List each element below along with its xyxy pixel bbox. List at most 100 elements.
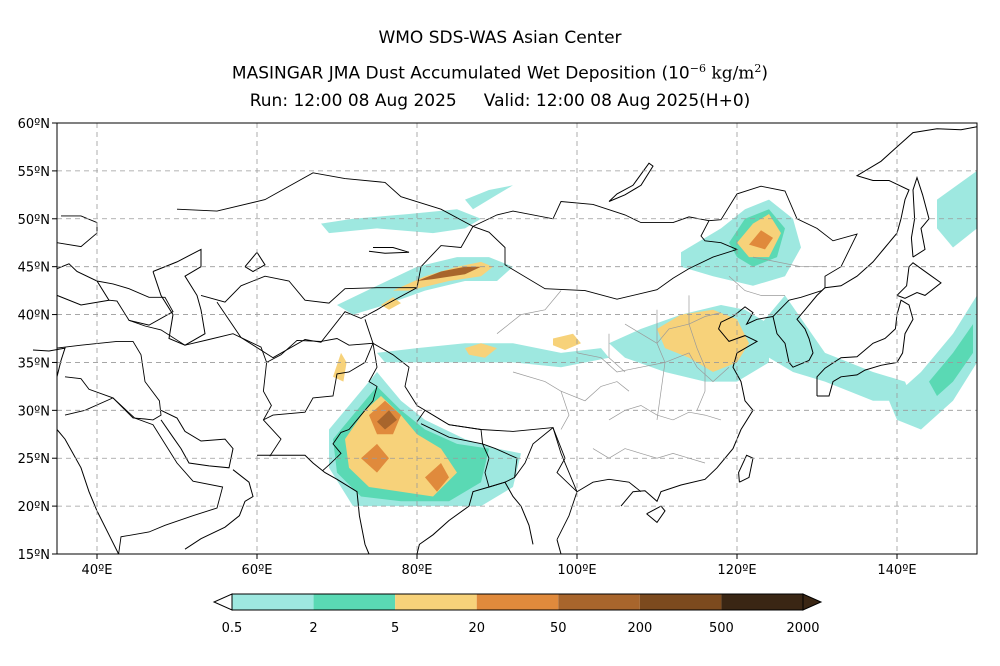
- colorbar-label: 50: [550, 621, 567, 636]
- coastline-southeast-asia-coast: [556, 539, 562, 555]
- border-kazakhstan-south: [200, 226, 474, 304]
- border-iran-borders: [128, 319, 282, 457]
- coastline-caspian: [152, 248, 206, 346]
- deposition-region-tianshan-core: [417, 266, 481, 281]
- coastline-layer: [32, 126, 978, 555]
- deposition-region-kunlun-band: [377, 343, 609, 368]
- lat-tick-label: 20ºN: [18, 500, 50, 515]
- coastline-arabian-coast: [184, 469, 254, 550]
- lat-tick-label: 50ºN: [18, 213, 50, 228]
- coastline-sakhalin: [910, 175, 930, 258]
- deposition-region-northeast-brown: [749, 230, 773, 250]
- coastline-red-sea-east: [56, 429, 120, 555]
- title-product-unit: kg/m: [705, 63, 755, 84]
- lat-tick-label: 60ºN: [18, 117, 50, 132]
- coastline-aral: [244, 251, 266, 273]
- title-times: Run: 12:00 08 Aug 2025 Valid: 12:00 08 A…: [0, 91, 1000, 111]
- province-boundary-2: [560, 381, 630, 402]
- coastline-baikal: [608, 162, 654, 202]
- border-china-mongolia: [472, 185, 858, 300]
- title-product-prefix: MASINGAR JMA Dust Accumulated Wet Deposi…: [231, 63, 690, 84]
- province-boundary-3: [592, 448, 706, 464]
- border-myanmar: [514, 426, 578, 540]
- province-boundary-11: [512, 371, 570, 430]
- colorbar-swatch: [639, 594, 722, 610]
- province-boundary-10: [496, 290, 562, 334]
- coastline-kyushu-honshu: [816, 299, 914, 397]
- coastline-korea-coast: [772, 126, 978, 368]
- deposition-region-north-china-yellow: [657, 309, 749, 372]
- province-boundary-7: [688, 295, 706, 411]
- colorbar-over-arrow: [802, 593, 823, 611]
- colorbar-swatch: [313, 594, 396, 610]
- deposition-region-central-asia-band: [321, 209, 481, 234]
- province-boundary-8: [728, 275, 785, 296]
- colorbar-under-arrow: [212, 593, 233, 611]
- deposition-region-kyrgyz-spot: [381, 297, 401, 310]
- colorbar-label: 5: [391, 621, 399, 636]
- border-pakistan-india: [322, 343, 378, 472]
- title-center: WMO SDS-WAS Asian Center: [378, 28, 622, 48]
- coastline-asia-south-coast: [257, 454, 370, 555]
- lon-tick-label: 60ºE: [242, 563, 273, 578]
- coastline-persian-gulf: [160, 409, 234, 469]
- border-china-korea: [772, 290, 822, 317]
- deposition-region-altai: [465, 185, 513, 210]
- border-mongolia-russia: [472, 201, 710, 227]
- border-central-asia-inner: [216, 287, 418, 359]
- border-turkey-iraq: [56, 340, 162, 421]
- colorbar-swatch: [721, 594, 803, 610]
- lon-tick-label: 140ºE: [877, 563, 916, 578]
- deposition-region-kunlun-yellow: [465, 343, 497, 358]
- colorbar-label: 500: [709, 621, 734, 636]
- colorbar-swatch: [232, 594, 314, 610]
- lon-tick-label: 80ºE: [402, 563, 433, 578]
- title-product-unit-exponent: 2: [754, 62, 762, 75]
- lat-tick-label: 45ºN: [18, 261, 50, 276]
- run-time: Run: 12:00 08 Aug 2025: [249, 91, 457, 111]
- colorbar-label: 20: [468, 621, 485, 636]
- lat-tick-label: 30ºN: [18, 404, 50, 419]
- colorbar-label: 0.5: [222, 621, 243, 636]
- deposition-region-korea-japan-band: [753, 295, 913, 401]
- map-frame: [56, 122, 978, 555]
- border-kazakhstan-russia: [176, 172, 474, 227]
- title-product-exponent: −6: [689, 62, 706, 75]
- lon-tick-label: 40ºE: [82, 563, 113, 578]
- lat-tick-label: 35ºN: [18, 356, 50, 371]
- coastline-taiwan: [738, 454, 754, 483]
- province-boundary-1: [608, 405, 722, 421]
- deposition-region-india-dark: [377, 410, 397, 430]
- border-nepal: [416, 409, 484, 445]
- province-boundary-6: [656, 309, 666, 420]
- lat-tick-label: 15ºN: [18, 548, 50, 563]
- border-russia-ukraine: [56, 215, 98, 248]
- colorbar-label: 200: [627, 621, 652, 636]
- border-saudi-borders: [64, 397, 224, 555]
- lon-tick-label: 100ºE: [557, 563, 596, 578]
- colorbar: 0.5 2 5 20 50 200 500 2000: [212, 593, 823, 636]
- title-product-close: ): [761, 63, 769, 84]
- deposition-region-qinghai: [553, 333, 581, 350]
- border-bangladesh: [482, 443, 518, 488]
- colorbar-swatch: [395, 594, 477, 610]
- lat-tick-label: 40ºN: [18, 309, 50, 324]
- deposition-region-india-brown-east: [425, 463, 449, 492]
- deposition-fill-layer: [321, 170, 977, 507]
- lat-tick-label: 55ºN: [18, 165, 50, 180]
- axis-ticks: 40ºE 60ºE 80ºE 100ºE 120ºE 140ºE 60ºN 55ºN 50ºN 4…: [18, 117, 917, 578]
- coastline-balkhash: [368, 247, 410, 254]
- colorbar-swatch: [558, 594, 640, 610]
- border-caucasus: [96, 280, 174, 326]
- province-boundary-4: [624, 312, 722, 344]
- coastline-india-east-coast: [416, 481, 534, 555]
- colorbar-swatch: [476, 594, 559, 610]
- province-boundary-5: [608, 333, 626, 373]
- coastline-hainan: [646, 505, 666, 524]
- lon-tick-label: 120ºE: [717, 563, 756, 578]
- deposition-region-pacific-green: [929, 324, 973, 396]
- valid-time: Valid: 12:00 08 Aug 2025(H+0): [483, 91, 751, 111]
- title-product: MASINGAR JMA Dust Accumulated Wet Deposi…: [0, 62, 1000, 84]
- coastline-black-sea: [56, 263, 110, 306]
